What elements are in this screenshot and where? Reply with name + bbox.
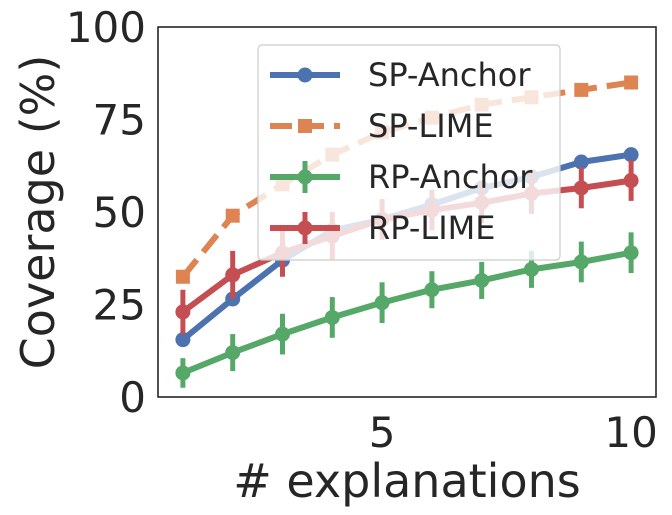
data-point (175, 304, 191, 320)
data-point (624, 75, 639, 90)
y-tick-label: 100 (66, 3, 146, 52)
data-point (424, 282, 440, 298)
data-point (474, 272, 490, 288)
data-point (225, 345, 241, 361)
data-point (225, 267, 241, 283)
legend-entry: SP-LIME (270, 107, 494, 145)
legend-entries: SP-Anchor SP-LIME RP-Anchor RP-LIME (270, 56, 533, 247)
legend-entry: RP-LIME (270, 209, 495, 247)
data-point (175, 332, 191, 348)
legend-marker (297, 220, 313, 236)
legend-entry: SP-Anchor (270, 56, 531, 94)
ticks-layer: 0 25 50 75 100 5 10 (66, 3, 658, 457)
x-axis-label: # explanations (233, 454, 580, 508)
data-point (175, 365, 191, 381)
y-tick-label: 25 (93, 281, 146, 330)
y-tick-label: 50 (93, 188, 146, 237)
legend-label: SP-LIME (368, 107, 494, 145)
y-tick-label: 0 (119, 373, 146, 422)
data-point (573, 254, 589, 270)
plot-frame (157, 26, 657, 398)
legend-label: RP-Anchor (368, 158, 533, 196)
data-point (324, 309, 340, 325)
series-line (181, 249, 632, 376)
data-point (623, 173, 639, 189)
legend: SP-Anchor SP-LIME RP-Anchor RP-LIME (257, 44, 561, 261)
data-point (275, 326, 290, 342)
data-point (623, 245, 639, 261)
legend-label: RP-LIME (368, 209, 495, 247)
x-tick-label: 10 (604, 408, 657, 457)
legend-marker (297, 67, 313, 83)
data-point (524, 261, 539, 277)
y-axis-label: Coverage (%) (11, 55, 65, 370)
data-point (623, 147, 639, 163)
data-point (574, 82, 589, 97)
data-point (374, 295, 390, 311)
data-point (225, 208, 240, 223)
legend-label: SP-Anchor (368, 56, 531, 94)
data-point (573, 180, 589, 196)
legend-box (257, 44, 561, 261)
y-tick-label: 75 (93, 96, 146, 145)
x-tick-label: 5 (369, 408, 396, 457)
data-point (175, 269, 190, 284)
series-rp-anchor (175, 232, 639, 388)
data-point (573, 154, 589, 170)
legend-marker (297, 169, 313, 185)
legend-marker (298, 119, 312, 133)
legend-entry: RP-Anchor (270, 158, 533, 196)
